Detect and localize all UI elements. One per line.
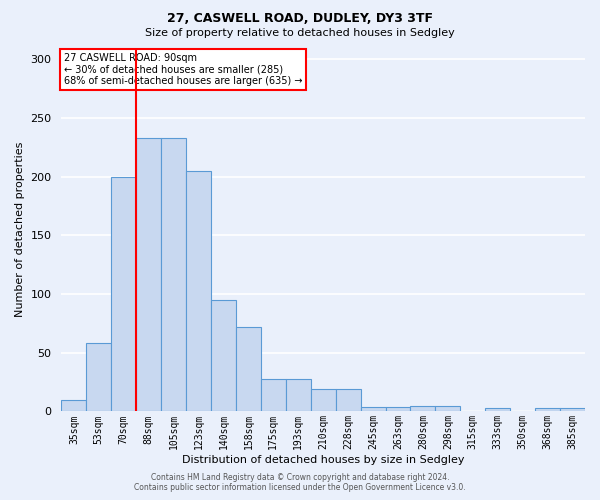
- Bar: [410, 406, 436, 411]
- Bar: [261, 378, 286, 412]
- Bar: [136, 138, 161, 411]
- Bar: [186, 171, 211, 412]
- Bar: [86, 344, 111, 411]
- Bar: [361, 406, 386, 412]
- Bar: [236, 327, 261, 411]
- Y-axis label: Number of detached properties: Number of detached properties: [15, 142, 25, 317]
- Bar: [560, 408, 585, 412]
- Bar: [286, 378, 311, 412]
- Bar: [61, 400, 86, 411]
- Text: Size of property relative to detached houses in Sedgley: Size of property relative to detached ho…: [145, 28, 455, 38]
- Text: Contains HM Land Registry data © Crown copyright and database right 2024.
Contai: Contains HM Land Registry data © Crown c…: [134, 473, 466, 492]
- Text: 27 CASWELL ROAD: 90sqm
← 30% of detached houses are smaller (285)
68% of semi-de: 27 CASWELL ROAD: 90sqm ← 30% of detached…: [64, 53, 302, 86]
- Bar: [211, 300, 236, 412]
- Bar: [386, 406, 410, 412]
- Bar: [311, 389, 335, 411]
- Bar: [161, 138, 186, 411]
- Text: 27, CASWELL ROAD, DUDLEY, DY3 3TF: 27, CASWELL ROAD, DUDLEY, DY3 3TF: [167, 12, 433, 26]
- X-axis label: Distribution of detached houses by size in Sedgley: Distribution of detached houses by size …: [182, 455, 464, 465]
- Bar: [485, 408, 510, 412]
- Bar: [535, 408, 560, 412]
- Bar: [111, 176, 136, 412]
- Bar: [335, 389, 361, 411]
- Bar: [436, 406, 460, 411]
